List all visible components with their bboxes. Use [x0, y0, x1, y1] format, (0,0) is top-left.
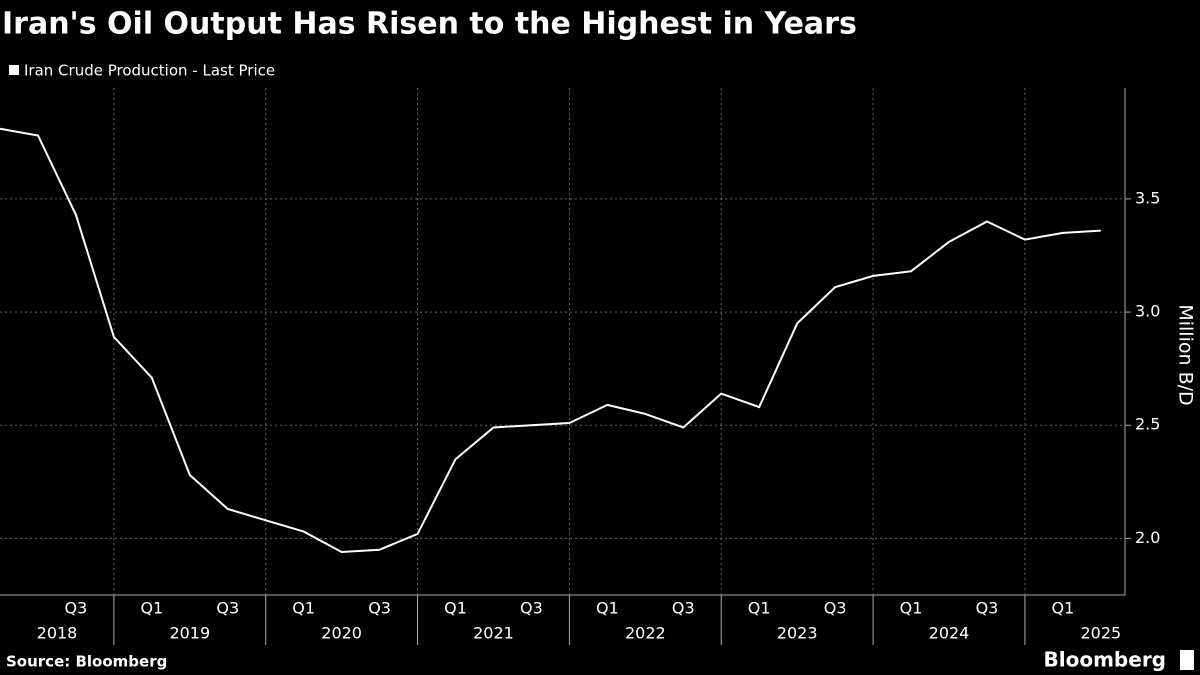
x-tick-label: Q3 [65, 599, 88, 618]
y-tick-label: 2.0 [1135, 528, 1160, 547]
legend-swatch [9, 65, 19, 75]
y-axis-title: Million B/D [1175, 304, 1197, 405]
x-tick-label: Q1 [748, 599, 771, 618]
x-year-label: 2021 [473, 624, 514, 643]
x-year-label: 2023 [777, 624, 818, 643]
x-tick-label: Q1 [444, 599, 467, 618]
x-year-label: 2018 [37, 624, 78, 643]
source: Source: Bloomberg [6, 653, 167, 671]
x-year-label: 2022 [625, 624, 666, 643]
x-tick-label: Q1 [900, 599, 923, 618]
brand-icon [1180, 650, 1194, 670]
x-tick-label: Q1 [292, 599, 315, 618]
x-tick-label: Q1 [140, 599, 163, 618]
legend-label: Iran Crude Production - Last Price [24, 62, 275, 80]
y-tick-label: 2.5 [1135, 415, 1160, 434]
brand: Bloomberg [1044, 648, 1166, 672]
y-tick-label: 3.0 [1135, 302, 1160, 321]
x-tick-label: Q3 [824, 599, 847, 618]
x-year-label: 2019 [169, 624, 210, 643]
x-tick-label: Q1 [1051, 599, 1074, 618]
x-tick-label: Q1 [596, 599, 619, 618]
x-tick-label: Q3 [368, 599, 391, 618]
x-tick-label: Q3 [976, 599, 999, 618]
chart-title: Iran's Oil Output Has Risen to the Highe… [2, 7, 857, 42]
x-tick-label: Q3 [216, 599, 239, 618]
x-year-label: 2024 [929, 624, 970, 643]
x-tick-label: Q3 [672, 599, 695, 618]
line-series [0, 127, 1101, 554]
x-year-label: 2020 [321, 624, 362, 643]
x-tick-label: Q3 [520, 599, 543, 618]
y-tick-label: 3.5 [1135, 188, 1160, 207]
x-year-label: 2025 [1080, 624, 1121, 643]
